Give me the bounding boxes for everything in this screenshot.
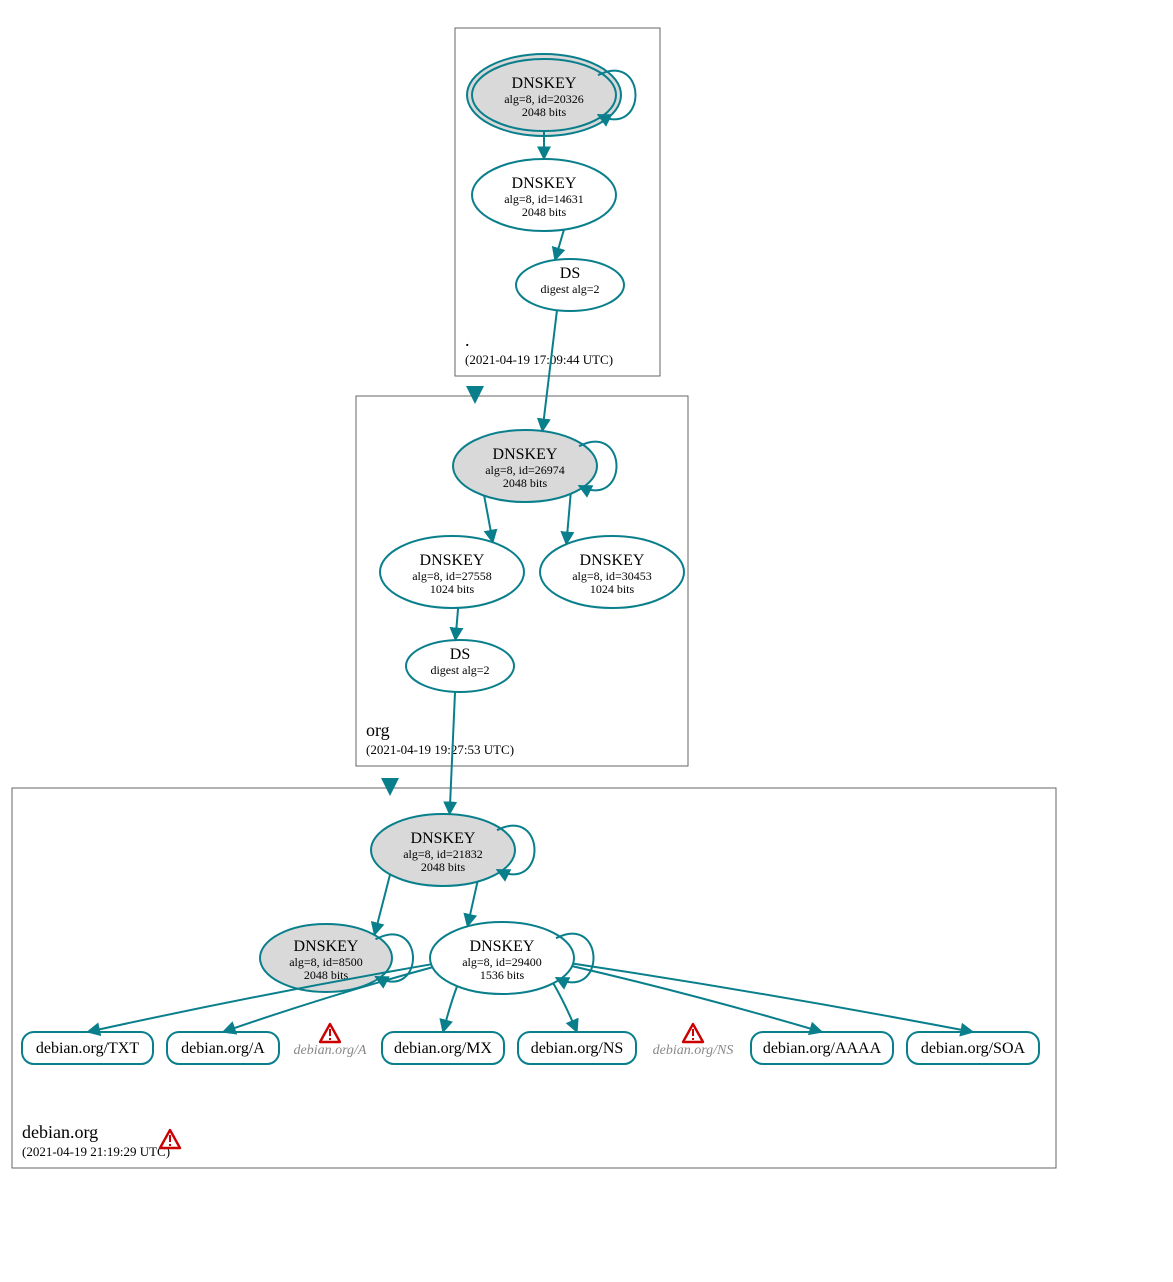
svg-text:DS: DS [560,265,580,282]
svg-text:debian.org/MX: debian.org/MX [394,1040,492,1057]
node-root_zsk: DNSKEYalg=8, id=146312048 bits [472,159,616,231]
rr_ns_w: debian.org/NS [653,1024,734,1058]
svg-text:alg=8, id=8500: alg=8, id=8500 [289,955,363,969]
edge-org_zsk1-org_ds [455,608,458,640]
svg-text:2048 bits: 2048 bits [522,205,567,219]
edge-root_ds-org_ksk [542,310,557,431]
rr_aaaa: debian.org/AAAA [751,1032,893,1064]
svg-text:(2021-04-19 19:27:53 UTC): (2021-04-19 19:27:53 UTC) [366,742,514,757]
svg-text:debian.org/A: debian.org/A [181,1040,265,1057]
rr_soa: debian.org/SOA [907,1032,1039,1064]
svg-text:1536 bits: 1536 bits [480,968,525,982]
svg-text:.: . [465,330,470,350]
svg-text:DNSKEY: DNSKEY [512,75,577,92]
rr_mx: debian.org/MX [382,1032,504,1064]
svg-text:1024 bits: 1024 bits [430,582,475,596]
edge-root_zsk-root_ds [555,230,564,260]
svg-text:DNSKEY: DNSKEY [470,938,535,955]
rr_ns: debian.org/NS [518,1032,636,1064]
svg-text:debian.org/AAAA: debian.org/AAAA [763,1040,882,1057]
edge-deb_ksk-deb_zsk1 [374,874,390,935]
zone-arrow [381,778,399,796]
svg-text:2048 bits: 2048 bits [421,860,466,874]
dnssec-diagram: . (2021-04-19 17:09:44 UTC) org (2021-04-19… [0,0,1173,1282]
node-org_zsk1: DNSKEYalg=8, id=275581024 bits [380,536,524,608]
svg-text:DNSKEY: DNSKEY [493,446,558,463]
warning-icon [320,1024,340,1042]
rr_a: debian.org/A [167,1032,279,1064]
node-root_ds: DSdigest alg=2 [516,259,624,311]
svg-text:DNSKEY: DNSKEY [411,830,476,847]
zone-arrow [466,386,484,404]
svg-text:2048 bits: 2048 bits [522,105,567,119]
svg-text:DNSKEY: DNSKEY [294,938,359,955]
rr_a_w: debian.org/A [294,1024,367,1058]
warning-icon [683,1024,703,1042]
svg-text:DNSKEY: DNSKEY [580,552,645,569]
svg-text:debian.org/TXT: debian.org/TXT [36,1040,139,1057]
svg-text:1024 bits: 1024 bits [590,582,635,596]
edge-org_ksk-org_zsk1 [484,496,493,543]
svg-text:2048 bits: 2048 bits [503,476,548,490]
svg-text:debian.org: debian.org [22,1122,98,1142]
edge-deb_zsk2-rr_aaaa [572,966,822,1032]
svg-text:alg=8, id=14631: alg=8, id=14631 [504,192,584,206]
rr_txt: debian.org/TXT [22,1032,153,1064]
node-org_ds: DSdigest alg=2 [406,640,514,692]
node-deb_zsk2: DNSKEYalg=8, id=294001536 bits [430,922,594,994]
svg-text:(2021-04-19 21:19:29 UTC): (2021-04-19 21:19:29 UTC) [22,1144,170,1159]
svg-text:debian.org/NS: debian.org/NS [653,1043,734,1058]
svg-text:alg=8, id=21832: alg=8, id=21832 [403,847,483,861]
edge-deb_ksk-deb_zsk2 [467,882,477,927]
node-deb_ksk: DNSKEYalg=8, id=218322048 bits [371,814,535,886]
edge-org_ksk-org_zsk2 [566,494,570,544]
svg-text:debian.org/A: debian.org/A [294,1043,367,1058]
svg-text:digest alg=2: digest alg=2 [540,282,599,296]
edge-deb_zsk2-rr_soa [573,964,973,1032]
svg-text:debian.org/NS: debian.org/NS [531,1040,624,1057]
svg-text:DNSKEY: DNSKEY [420,552,485,569]
edge-deb_zsk2-rr_ns [553,983,577,1032]
node-org_ksk: DNSKEYalg=8, id=269742048 bits [453,430,617,502]
svg-text:alg=8, id=27558: alg=8, id=27558 [412,569,492,583]
edge-deb_zsk2-rr_mx [443,986,457,1032]
node-org_zsk2: DNSKEYalg=8, id=304531024 bits [540,536,684,608]
svg-text:digest alg=2: digest alg=2 [430,663,489,677]
svg-text:alg=8, id=29400: alg=8, id=29400 [462,955,542,969]
svg-text:alg=8, id=26974: alg=8, id=26974 [485,463,565,477]
svg-text:alg=8, id=30453: alg=8, id=30453 [572,569,652,583]
svg-text:DNSKEY: DNSKEY [512,175,577,192]
node-root_ksk: DNSKEYalg=8, id=203262048 bits [467,54,636,136]
warning-icon [160,1130,180,1148]
svg-text:(2021-04-19 17:09:44 UTC): (2021-04-19 17:09:44 UTC) [465,352,613,367]
svg-text:debian.org/SOA: debian.org/SOA [921,1040,1026,1057]
svg-text:alg=8, id=20326: alg=8, id=20326 [504,92,584,106]
svg-text:org: org [366,720,390,740]
svg-text:DS: DS [450,646,470,663]
